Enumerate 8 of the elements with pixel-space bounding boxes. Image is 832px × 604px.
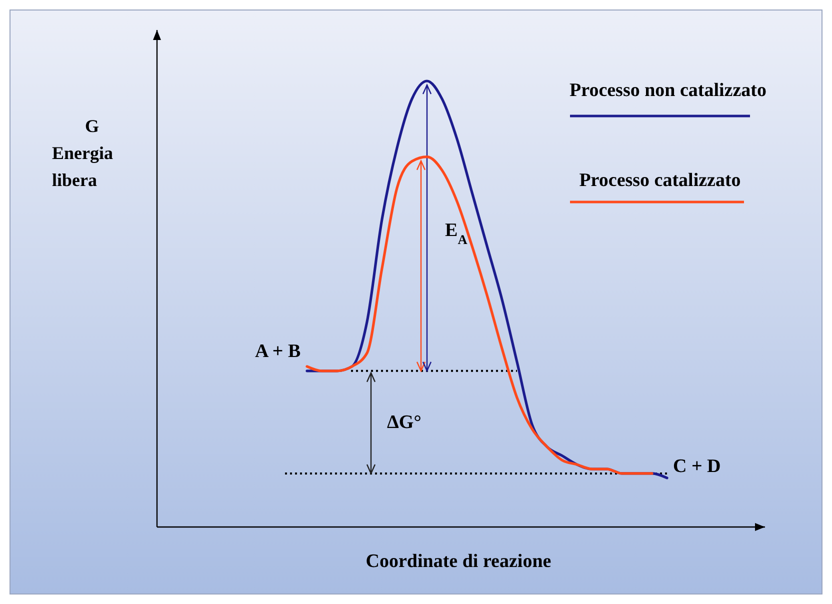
- annotation: A + B: [255, 340, 301, 362]
- text: Processo catalizzato: [579, 170, 741, 191]
- y-axis-title: G Energia libera: [52, 116, 113, 190]
- annotation: ΔG°: [387, 412, 422, 434]
- annotation: E$_{A}$: [445, 220, 468, 246]
- annotation: C + D: [673, 456, 721, 477]
- text: Processo non catalizzato: [570, 80, 766, 101]
- x-axis-title: Coordinate di reazione: [366, 551, 552, 572]
